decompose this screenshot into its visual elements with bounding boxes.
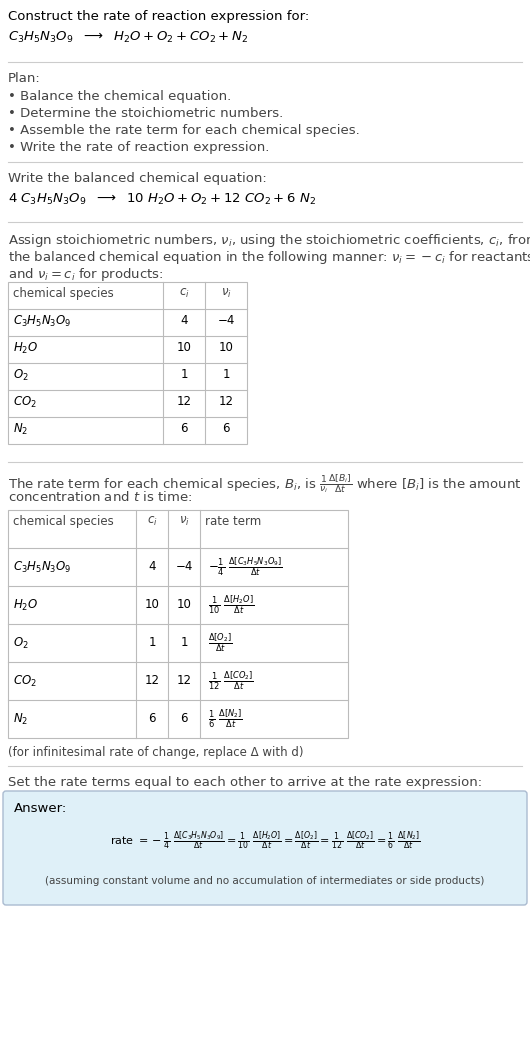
Text: 6: 6 — [148, 712, 156, 726]
Text: (assuming constant volume and no accumulation of intermediates or side products): (assuming constant volume and no accumul… — [45, 876, 485, 886]
Text: $CO_2$: $CO_2$ — [13, 395, 37, 410]
Text: $\frac{1}{10}\ \frac{\Delta[H_2O]}{\Delta t}$: $\frac{1}{10}\ \frac{\Delta[H_2O]}{\Delt… — [208, 594, 254, 616]
Text: 4: 4 — [180, 314, 188, 327]
Text: 10: 10 — [176, 341, 191, 354]
Text: 10: 10 — [218, 341, 233, 354]
Text: chemical species: chemical species — [13, 515, 114, 528]
Text: −4: −4 — [217, 314, 235, 327]
Text: Set the rate terms equal to each other to arrive at the rate expression:: Set the rate terms equal to each other t… — [8, 776, 482, 789]
Text: • Determine the stoichiometric numbers.: • Determine the stoichiometric numbers. — [8, 107, 283, 120]
Text: 6: 6 — [180, 712, 188, 726]
Text: 6: 6 — [180, 422, 188, 435]
Text: $\frac{1}{12}\ \frac{\Delta[CO_2]}{\Delta t}$: $\frac{1}{12}\ \frac{\Delta[CO_2]}{\Delt… — [208, 669, 254, 692]
Text: Write the balanced chemical equation:: Write the balanced chemical equation: — [8, 172, 267, 185]
Text: chemical species: chemical species — [13, 287, 114, 300]
Text: 6: 6 — [222, 422, 229, 435]
Text: $\nu_i$: $\nu_i$ — [179, 515, 189, 528]
Text: Answer:: Answer: — [14, 802, 67, 815]
Text: $\frac{\Delta[O_2]}{\Delta t}$: $\frac{\Delta[O_2]}{\Delta t}$ — [208, 632, 233, 654]
Text: 1: 1 — [222, 368, 229, 381]
Bar — [8, 282, 247, 444]
Text: 12: 12 — [218, 395, 234, 408]
Text: 1: 1 — [180, 368, 188, 381]
Text: 12: 12 — [145, 675, 160, 687]
Text: Assign stoichiometric numbers, $\nu_i$, using the stoichiometric coefficients, $: Assign stoichiometric numbers, $\nu_i$, … — [8, 232, 530, 249]
Text: rate $= -\frac{1}{4}\ \frac{\Delta[C_3H_5N_3O_9]}{\Delta t}= \frac{1}{10}\ \frac: rate $= -\frac{1}{4}\ \frac{\Delta[C_3H_… — [110, 829, 420, 851]
Text: $c_i$: $c_i$ — [179, 287, 189, 300]
Text: The rate term for each chemical species, $B_i$, is $\frac{1}{\nu_i}\frac{\Delta[: The rate term for each chemical species,… — [8, 472, 522, 495]
Text: Plan:: Plan: — [8, 72, 41, 85]
Text: • Balance the chemical equation.: • Balance the chemical equation. — [8, 90, 231, 103]
Text: $C_3H_5N_3O_9$  $\longrightarrow$  $H_2O + O_2 + CO_2 + N_2$: $C_3H_5N_3O_9$ $\longrightarrow$ $H_2O +… — [8, 30, 249, 45]
Text: 12: 12 — [176, 395, 191, 408]
Text: $N_2$: $N_2$ — [13, 711, 28, 727]
Text: Construct the rate of reaction expression for:: Construct the rate of reaction expressio… — [8, 10, 309, 23]
Bar — [8, 510, 348, 738]
Text: $O_2$: $O_2$ — [13, 368, 29, 383]
Text: • Assemble the rate term for each chemical species.: • Assemble the rate term for each chemic… — [8, 124, 360, 137]
Text: 10: 10 — [145, 598, 160, 612]
Text: $C_3H_5N_3O_9$: $C_3H_5N_3O_9$ — [13, 560, 72, 574]
Text: concentration and $t$ is time:: concentration and $t$ is time: — [8, 490, 192, 504]
Text: 4: 4 — [148, 561, 156, 573]
Text: $\nu_i$: $\nu_i$ — [220, 287, 232, 300]
Text: and $\nu_i = c_i$ for products:: and $\nu_i = c_i$ for products: — [8, 266, 164, 283]
Text: $N_2$: $N_2$ — [13, 422, 28, 437]
Text: 10: 10 — [176, 598, 191, 612]
Text: $-\frac{1}{4}\ \frac{\Delta[C_3H_5N_3O_9]}{\Delta t}$: $-\frac{1}{4}\ \frac{\Delta[C_3H_5N_3O_9… — [208, 555, 282, 578]
Text: $4\ C_3H_5N_3O_9$  $\longrightarrow$  $10\ H_2O + O_2 + 12\ CO_2 + 6\ N_2$: $4\ C_3H_5N_3O_9$ $\longrightarrow$ $10\… — [8, 192, 316, 207]
Text: $CO_2$: $CO_2$ — [13, 674, 37, 688]
Text: $H_2O$: $H_2O$ — [13, 341, 38, 356]
Text: $O_2$: $O_2$ — [13, 636, 29, 651]
Text: • Write the rate of reaction expression.: • Write the rate of reaction expression. — [8, 141, 269, 154]
FancyBboxPatch shape — [3, 791, 527, 905]
Text: (for infinitesimal rate of change, replace Δ with d): (for infinitesimal rate of change, repla… — [8, 746, 304, 759]
Text: 1: 1 — [180, 637, 188, 650]
Text: rate term: rate term — [205, 515, 261, 528]
Text: −4: −4 — [175, 561, 193, 573]
Text: $H_2O$: $H_2O$ — [13, 597, 38, 613]
Text: $\frac{1}{6}\ \frac{\Delta[N_2]}{\Delta t}$: $\frac{1}{6}\ \frac{\Delta[N_2]}{\Delta … — [208, 708, 243, 730]
Text: $c_i$: $c_i$ — [147, 515, 157, 528]
Text: 1: 1 — [148, 637, 156, 650]
Text: $C_3H_5N_3O_9$: $C_3H_5N_3O_9$ — [13, 314, 72, 329]
Text: the balanced chemical equation in the following manner: $\nu_i = -c_i$ for react: the balanced chemical equation in the fo… — [8, 249, 530, 266]
Text: 12: 12 — [176, 675, 191, 687]
